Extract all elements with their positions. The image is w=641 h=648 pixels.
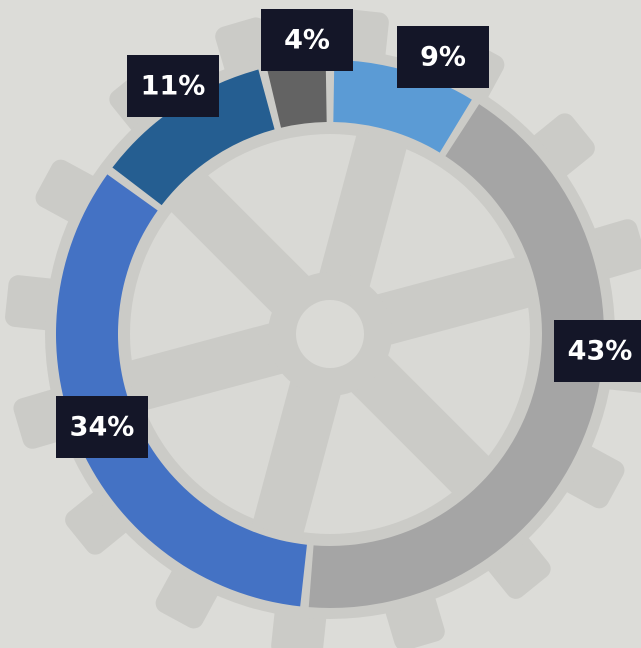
donut-segment: [308, 104, 604, 609]
donut-segment: [266, 60, 327, 128]
donut-segment: [112, 69, 275, 206]
data-label-box: [261, 9, 353, 71]
gear-hub: [296, 300, 364, 368]
data-label: 43%: [568, 336, 633, 367]
data-label: 11%: [141, 71, 206, 102]
gear-decoration: [5, 9, 641, 648]
data-label: 34%: [70, 412, 135, 443]
data-label: 9%: [420, 42, 466, 73]
donut-segment: [56, 174, 307, 607]
data-label-box: [56, 396, 148, 458]
data-label-box: [554, 320, 641, 382]
data-label: 4%: [284, 25, 330, 56]
data-label-box: [127, 55, 219, 117]
data-label-box: [397, 26, 489, 88]
